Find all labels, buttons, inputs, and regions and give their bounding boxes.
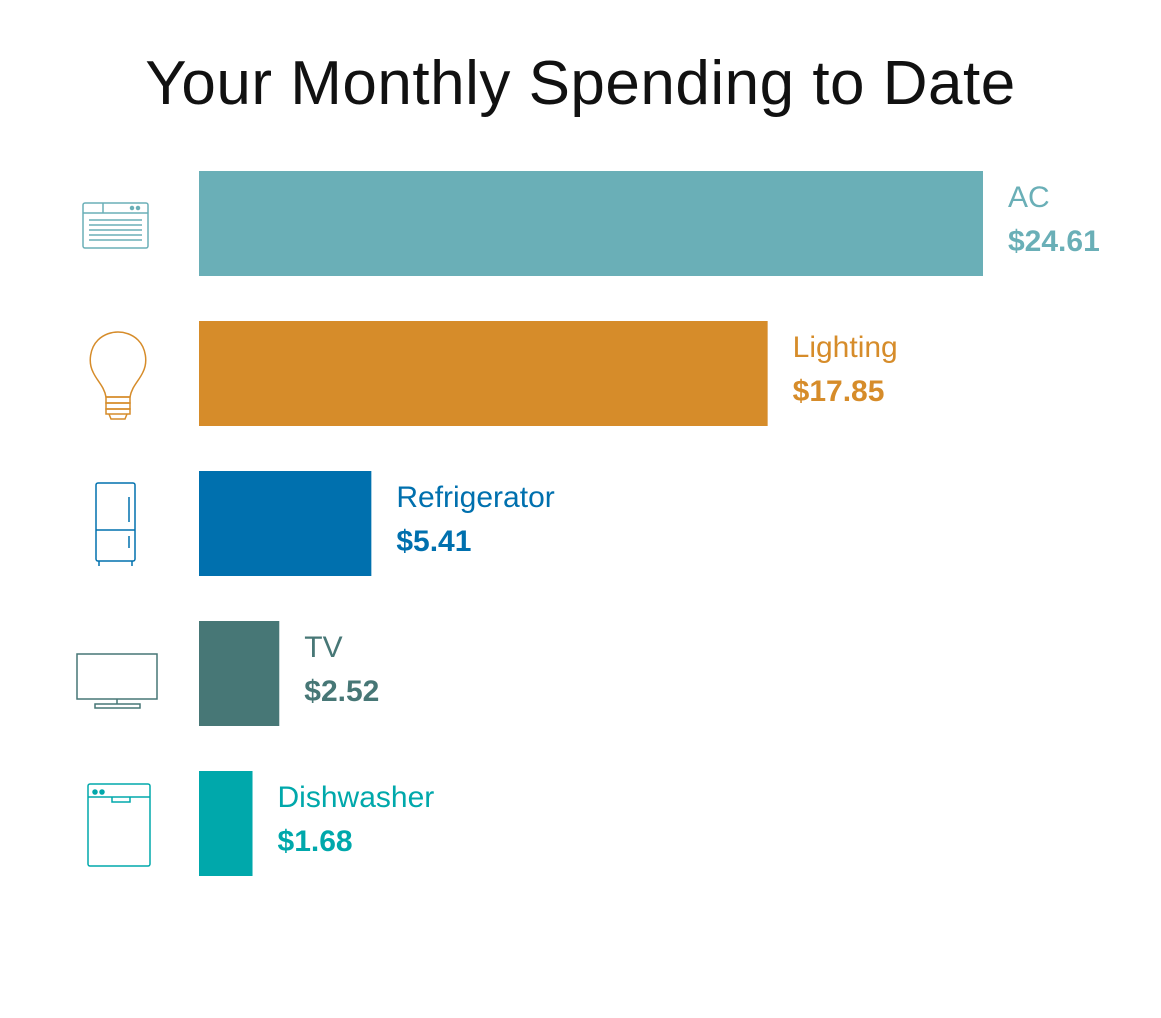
category-label-tv: TV [304,631,342,664]
value-label-ac: $24.61 [1008,225,1100,258]
chart-title: Your Monthly Spending to Date [145,49,1016,118]
category-label-dishwasher: Dishwasher [278,781,435,814]
tv-icon [76,653,158,709]
light-bulb-icon [89,331,147,420]
value-label-tv: $2.52 [304,675,379,708]
bar-lighting [199,321,768,426]
bar-ac [199,171,983,276]
category-label-refrigerator: Refrigerator [396,481,554,514]
bar-dishwasher [199,771,253,876]
icon-column [76,202,158,867]
value-label-refrigerator: $5.41 [396,525,471,558]
refrigerator-icon [95,482,136,566]
bar-tv [199,621,280,726]
bars-group [199,171,983,876]
value-label-dishwasher: $1.68 [278,825,353,858]
value-label-lighting: $17.85 [793,375,885,408]
category-label-ac: AC [1008,181,1050,214]
bar-refrigerator [199,471,372,576]
labels-group: AC $24.61 Lighting $17.85 Refrigerator $5.41 T… [278,181,1100,858]
dishwasher-icon [87,783,151,867]
category-label-lighting: Lighting [793,331,898,364]
air-conditioner-icon [82,202,149,249]
